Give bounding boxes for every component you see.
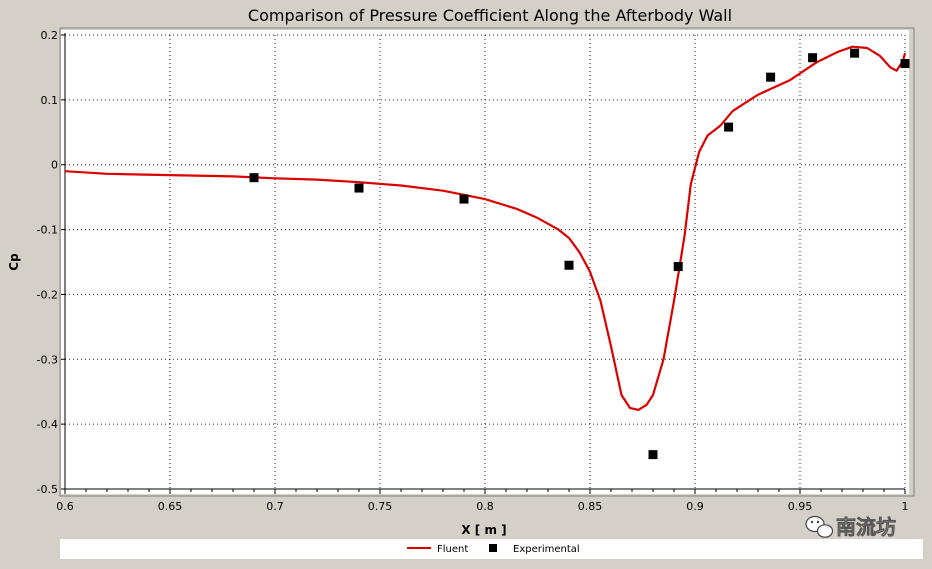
y-tick-label: -0.4 bbox=[37, 418, 58, 431]
y-tick-label: -0.3 bbox=[37, 353, 58, 366]
y-axis-ticks: 0.2 0.1 0 -0.1 -0.2 -0.3 -0.4 -0.5 bbox=[37, 29, 66, 496]
x-tick-label: 0.85 bbox=[578, 500, 603, 513]
wechat-icon bbox=[805, 515, 834, 538]
legend-label-experimental: Experimental bbox=[513, 544, 580, 555]
data-point-experimental bbox=[808, 53, 818, 63]
data-point-experimental bbox=[648, 450, 658, 460]
series-layer bbox=[64, 45, 910, 460]
legend-swatch-experimental bbox=[489, 544, 497, 552]
data-point-experimental bbox=[459, 194, 469, 204]
y-tick-label: 0.2 bbox=[41, 29, 59, 42]
x-tick-label: 0.65 bbox=[158, 500, 183, 513]
y-tick-label: -0.5 bbox=[37, 483, 58, 496]
x-tick-label: 0.75 bbox=[368, 500, 393, 513]
legend-label-fluent: Fluent bbox=[437, 544, 468, 555]
watermark-text: 南流坊 bbox=[836, 515, 896, 539]
x-tick-label: 1 bbox=[902, 500, 909, 513]
x-tick-label: 0.95 bbox=[788, 500, 813, 513]
x-tick-label: 0.9 bbox=[686, 500, 704, 513]
series-line-fluent bbox=[64, 45, 907, 411]
data-point-experimental bbox=[724, 122, 734, 132]
y-tick-label: -0.1 bbox=[37, 224, 58, 237]
chart-title: Comparison of Pressure Coefficient Along… bbox=[248, 6, 732, 25]
y-tick-label: 0.1 bbox=[41, 94, 59, 107]
data-point-experimental bbox=[900, 59, 910, 69]
data-point-experimental bbox=[850, 48, 860, 58]
data-point-experimental bbox=[673, 262, 683, 272]
legend: Fluent Experimental bbox=[407, 544, 580, 555]
watermark: 南流坊 bbox=[805, 515, 896, 539]
data-point-experimental bbox=[564, 260, 574, 270]
x-tick-label: 0.6 bbox=[56, 500, 74, 513]
x-tick-label: 0.8 bbox=[476, 500, 494, 513]
y-tick-label: -0.2 bbox=[37, 288, 58, 301]
x-tick-label: 0.7 bbox=[266, 500, 284, 513]
data-point-experimental bbox=[766, 72, 776, 82]
data-point-experimental bbox=[249, 173, 259, 183]
plot-border bbox=[59, 27, 915, 497]
y-tick-label: 0 bbox=[51, 159, 58, 172]
data-point-experimental bbox=[354, 183, 364, 193]
x-axis-title: X [ m ] bbox=[461, 523, 506, 537]
x-axis-ticks: 0.6 0.65 0.7 0.75 0.8 0.85 0.9 0.95 1 bbox=[56, 488, 909, 513]
y-axis-title: Cp bbox=[7, 253, 21, 271]
